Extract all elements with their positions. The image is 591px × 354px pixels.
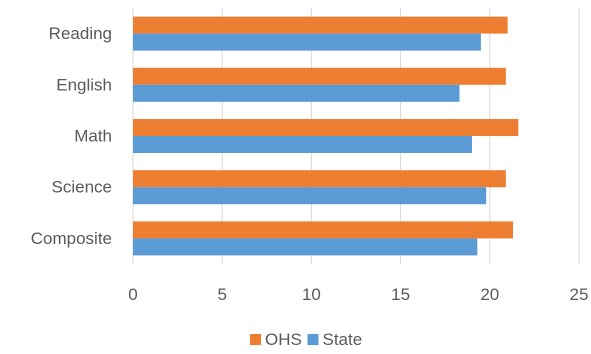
x-tick-label-25: 25 xyxy=(570,285,589,304)
category-label-math: Math xyxy=(74,126,112,145)
x-axis-tick-labels: 0 5 10 15 20 25 xyxy=(128,285,588,304)
x-tick-label-15: 15 xyxy=(391,285,410,304)
bar-ohs-reading xyxy=(133,16,508,34)
x-tick-label-5: 5 xyxy=(217,285,226,304)
x-tick-label-20: 20 xyxy=(480,285,499,304)
legend-swatch-state xyxy=(307,334,319,345)
legend-label-ohs: OHS xyxy=(265,330,302,349)
legend-label-state: State xyxy=(323,330,363,349)
category-labels: Reading English Math Science Composite xyxy=(31,24,112,248)
x-tick-label-10: 10 xyxy=(302,285,321,304)
bar-state-composite xyxy=(133,238,478,256)
category-label-english: English xyxy=(56,75,112,94)
bar-state-reading xyxy=(133,33,481,51)
category-label-composite: Composite xyxy=(31,229,112,248)
bar-ohs-math xyxy=(133,119,519,136)
x-tick-label-0: 0 xyxy=(128,285,137,304)
legend-swatch-ohs xyxy=(250,334,261,345)
bar-state-math xyxy=(133,136,472,153)
bar-ohs-composite xyxy=(133,221,513,239)
bars xyxy=(133,16,519,256)
bar-ohs-science xyxy=(133,170,506,188)
category-label-reading: Reading xyxy=(49,24,112,43)
legend: OHS State xyxy=(250,330,362,349)
bar-state-english xyxy=(133,84,460,102)
bar-state-science xyxy=(133,187,487,205)
category-label-science: Science xyxy=(52,178,112,197)
bar-ohs-english xyxy=(133,67,506,85)
